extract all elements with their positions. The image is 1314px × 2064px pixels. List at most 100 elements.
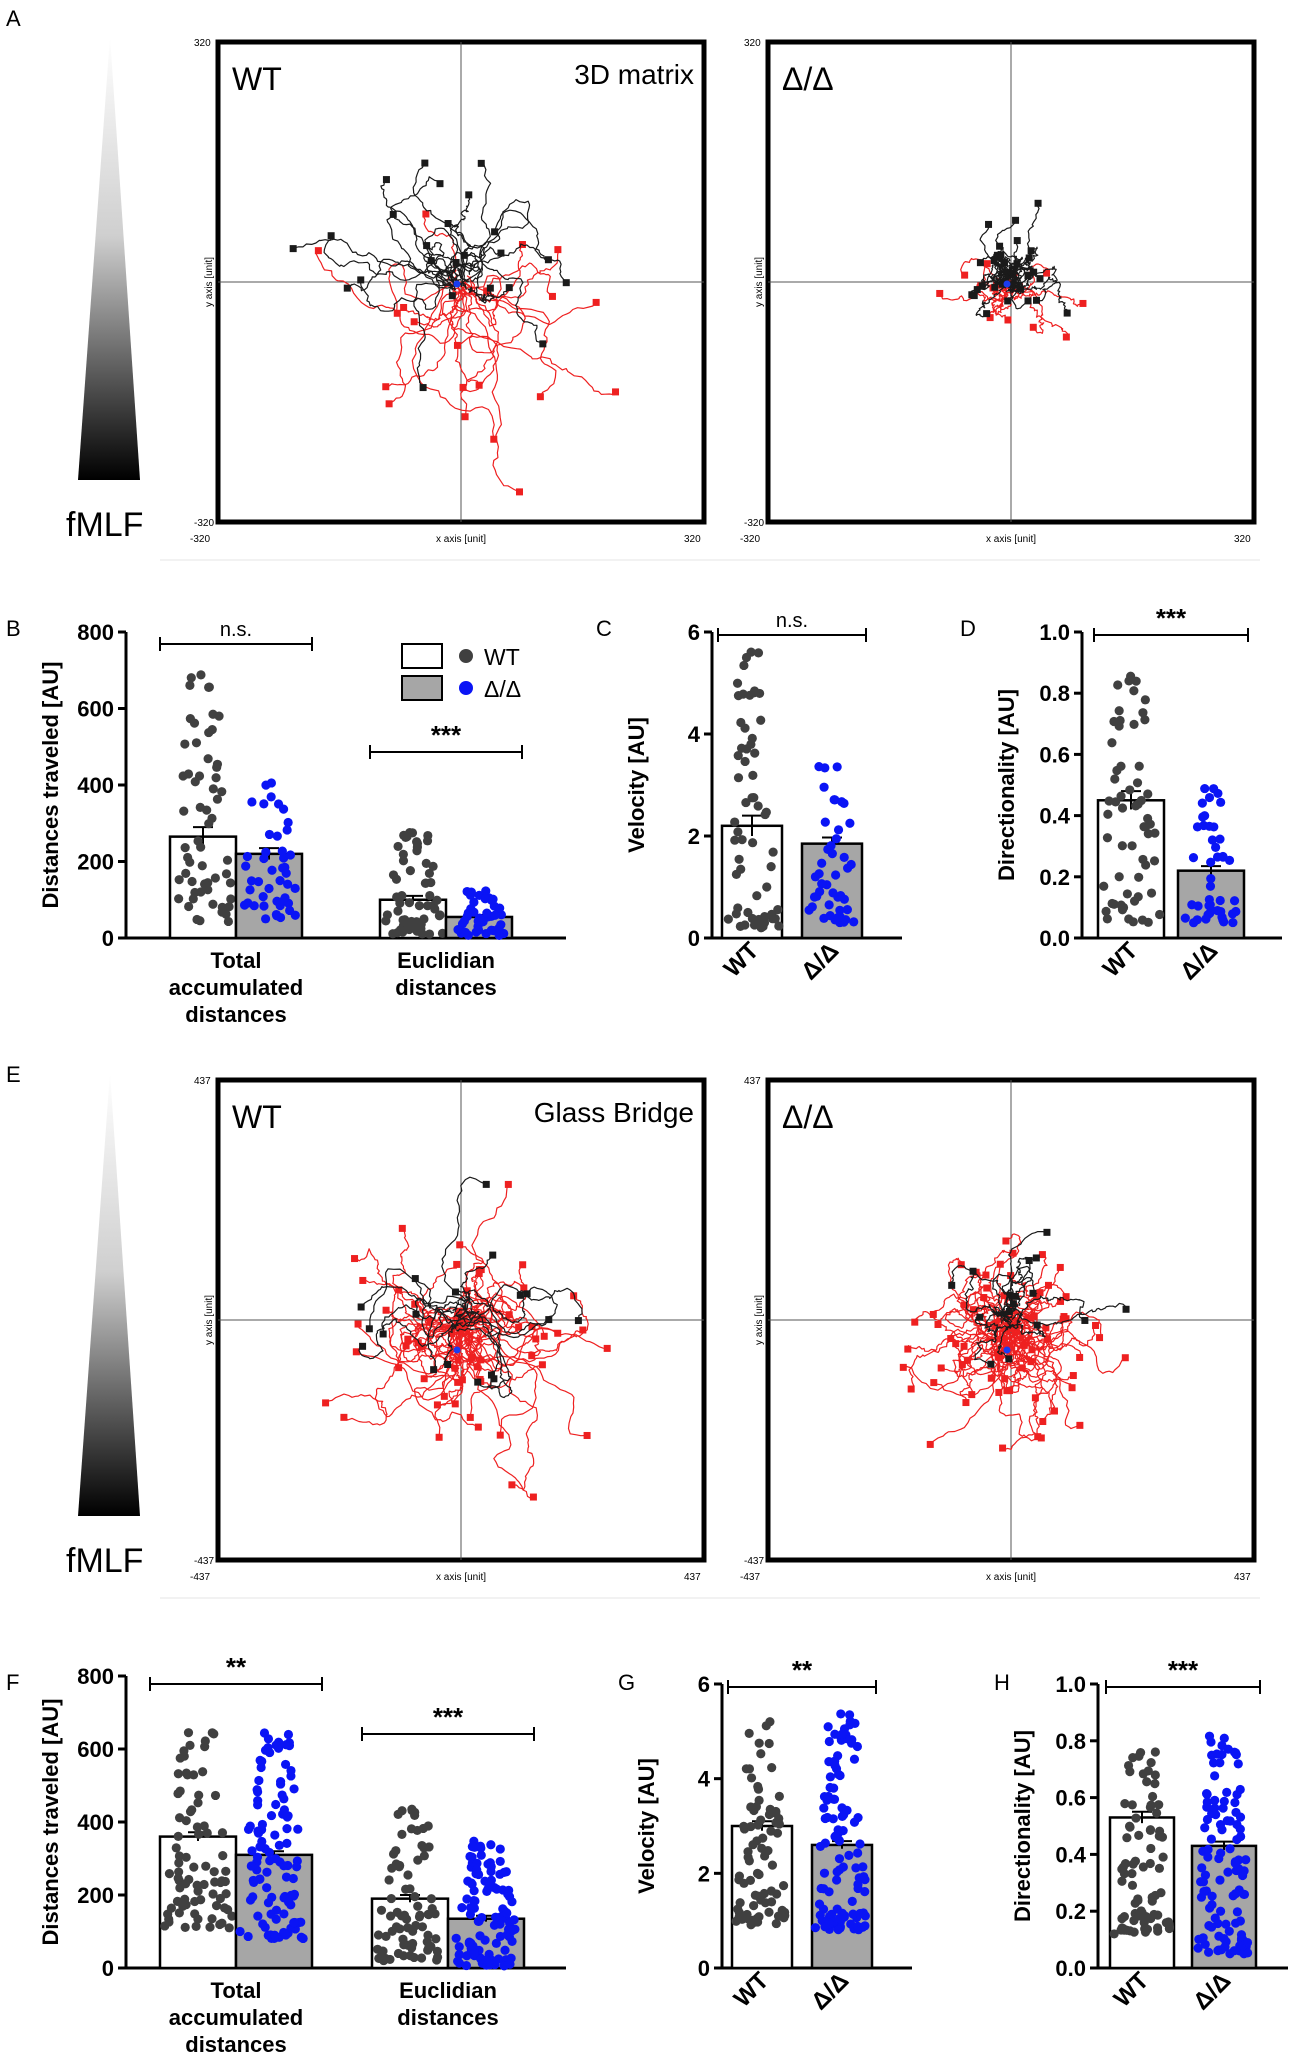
data-point-wt [1117,841,1127,851]
data-point-dd [1217,1740,1227,1751]
data-point-wt [181,1852,191,1862]
data-point-wt [1154,1863,1165,1873]
data-point-wt [1099,881,1109,891]
trajectory-track-red [965,1271,1020,1337]
track-endpoint [523,1290,531,1298]
data-point-wt [164,1869,175,1879]
data-point-wt [425,890,435,901]
track-endpoint [489,1251,497,1259]
data-point-dd [855,1839,865,1849]
data-point-dd [462,1894,472,1904]
data-point-wt [181,868,191,878]
track-endpoint [490,1375,498,1383]
data-point-wt [746,1773,757,1783]
track-endpoint [475,1270,483,1278]
data-point-wt [1117,803,1128,813]
data-point-dd [257,1819,267,1830]
y-tick-label: 0.0 [1039,926,1070,951]
track-endpoint [433,1401,441,1409]
track-endpoint [1028,1346,1036,1354]
data-point-wt [397,1829,407,1839]
data-point-dd [248,1875,258,1886]
data-point-wt [754,1869,764,1880]
data-point-wt [217,1918,227,1928]
data-point-wt [404,898,415,908]
data-point-wt [1109,716,1119,727]
trajectory-track-black [451,254,480,278]
data-point-dd [825,1772,835,1782]
data-point-wt [215,1877,226,1888]
trajectory-track-black [390,176,461,281]
data-point-dd [815,886,825,897]
track-endpoint [987,1360,995,1368]
track-endpoint [993,251,1001,259]
data-point-dd [807,902,817,912]
trajectory-track-black [461,1284,583,1328]
track-endpoint [562,279,570,287]
data-point-wt [733,773,744,783]
data-point-wt [186,673,196,683]
fmlf-gradient-triangle-a [78,36,140,480]
data-point-wt [1132,778,1143,788]
data-point-wt [401,1884,411,1894]
data-point-wt [424,929,435,939]
y-tick-label: 0.2 [1055,1899,1086,1924]
x-category-label: Euclidian [399,1978,497,2003]
data-point-dd [1187,900,1197,910]
data-point-dd [259,1728,270,1738]
track-endpoint [929,1310,937,1318]
data-point-wt [417,1840,427,1851]
data-point-wt [202,805,212,815]
data-point-wt [1109,1929,1119,1939]
data-point-dd [261,847,271,857]
track-endpoint [907,1385,915,1393]
data-point-wt [180,1894,190,1904]
data-point-wt [419,1851,429,1861]
data-point-wt [179,806,189,816]
data-point-wt [196,670,206,680]
trajectory-track-red [1012,286,1084,307]
trajectory-track-red [1010,1275,1039,1318]
trajectory-track-red [465,1295,589,1367]
y-tick-label: 2 [698,1861,710,1886]
data-point-dd [1225,1844,1235,1854]
data-point-dd [247,1846,257,1856]
data-point-dd [1211,1810,1221,1820]
data-point-wt [413,1855,423,1865]
x-min-tick-label: -437 [190,1572,210,1583]
data-point-dd [1207,1891,1217,1901]
track-endpoint [379,1330,387,1338]
data-point-dd [819,1868,830,1878]
data-point-wt [754,1738,764,1748]
data-point-wt [212,794,223,804]
data-point-wt [424,868,435,879]
data-point-dd [270,1830,280,1840]
data-point-wt [208,899,218,909]
data-point-dd [1215,1906,1226,1916]
data-point-wt [746,1821,756,1832]
data-point-dd [262,1867,272,1877]
track-endpoint [351,1255,359,1263]
track-endpoint [402,1342,410,1350]
track-endpoint [969,1306,977,1314]
data-point-wt [398,849,408,859]
data-point-dd [279,1861,289,1871]
data-point-wt [730,835,740,845]
track-endpoint [995,1353,1003,1361]
track-endpoint [1039,1418,1047,1426]
trajectory-track-black [974,1315,1012,1338]
trajectory-track-black [1020,276,1068,314]
data-point-wt [764,1738,774,1749]
data-point-dd [827,848,837,859]
track-endpoint [453,341,461,349]
data-point-dd [260,914,271,924]
condition-label: 3D matrix [574,59,694,90]
data-point-wt [399,830,409,841]
track-endpoint [1121,1354,1129,1362]
track-endpoint [983,260,991,268]
data-point-wt [741,652,752,663]
data-point-dd [495,1844,505,1854]
data-point-dd [1206,873,1216,884]
track-endpoint [1029,323,1037,331]
track-endpoint [976,259,984,267]
